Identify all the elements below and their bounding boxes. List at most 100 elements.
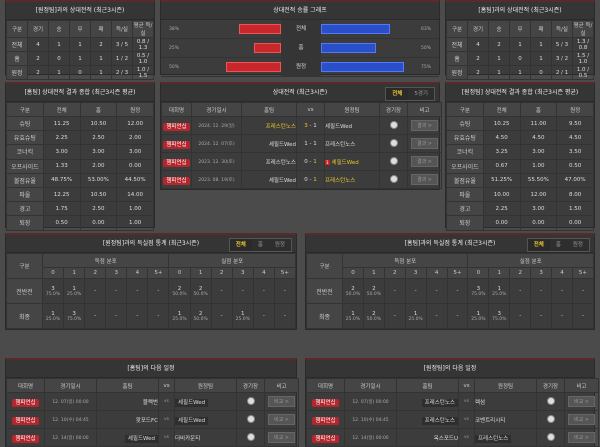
count: -	[456, 313, 459, 319]
column-header: vs	[158, 378, 175, 393]
away-team[interactable]: 더비카운티	[175, 435, 201, 442]
compare-button[interactable]: 비교 >	[268, 432, 295, 443]
home-team[interactable]: 블랙번	[142, 399, 158, 406]
away-team[interactable]: 프레스턴노스	[325, 177, 356, 184]
stadium-icon[interactable]	[246, 414, 255, 423]
away-team[interactable]: 렉섬	[475, 399, 486, 406]
schedule-row[interactable]: 챔피언십 12. 14(일) 00:00 셰필드Wed vs 더비카운티 비교 >	[6, 428, 299, 447]
schedule-row[interactable]: 챔피언십 12. 07(일) 00:00 블랙번 vs 셰필드Wed 비교 >	[6, 392, 299, 411]
goal-cell: 1 25.0%	[342, 303, 364, 329]
tab-option[interactable]: 홈	[555, 242, 561, 248]
cell-value: 2.00	[116, 130, 154, 146]
left-bar	[226, 62, 281, 72]
column-header: 경기장	[379, 102, 408, 117]
home-team[interactable]: 프레스턴노스	[241, 116, 297, 135]
stadium-icon[interactable]	[546, 414, 555, 423]
tab-option[interactable]: 5경기	[414, 91, 428, 97]
data-table: 구분 전체 홈 원정 슈팅 10.25 11.00 9.50 유효슈팅 4.50 4.50 4.50 코…	[446, 102, 594, 231]
result-button[interactable]: 결과 >	[411, 120, 438, 131]
tab-all[interactable]: 전체	[229, 239, 252, 251]
home-team[interactable]: 셰필드Wed	[241, 134, 297, 153]
stadium-icon[interactable]	[389, 120, 398, 129]
home-team[interactable]: 옥스포드U	[433, 435, 458, 442]
away-team[interactable]: 프레스턴노스	[325, 141, 356, 148]
cell-value: 2	[27, 65, 49, 80]
league-badge: 챔피언십	[12, 416, 39, 425]
league-cell: 챔피언십	[6, 428, 45, 447]
schedule-row[interactable]: 챔피언십 12. 07(일) 00:00 프레스턴노스 vs 렉섬 비교 >	[306, 392, 599, 411]
graph-row: 25% 홈 50%	[161, 38, 439, 58]
away-team[interactable]: 코벤트리시티	[475, 417, 506, 424]
cell-value: 1.75	[42, 201, 81, 217]
right-bar	[321, 43, 376, 53]
schedule-row[interactable]: 챔피언십 12. 14(일) 00:00 옥스포드U vs 프레스턴노스 비교 >	[306, 428, 599, 447]
goal-cell: -	[252, 278, 275, 304]
cell-value: 3 / 2	[551, 51, 573, 66]
goal-count-header: 5+	[571, 267, 595, 279]
cell-value: 1	[488, 65, 510, 80]
home-team[interactable]: 셰필드Wed	[241, 170, 297, 189]
tab-all[interactable]: 전체	[386, 88, 409, 100]
stadium-icon[interactable]	[546, 396, 555, 405]
goal-cell: -	[210, 303, 233, 329]
cell-value: 1.5 / 1.0	[572, 51, 594, 66]
away-team-cell: 1 셰필드Wed	[324, 152, 380, 171]
home-team[interactable]: 프레스턴노스	[421, 398, 458, 407]
tab-option[interactable]: 원정	[274, 242, 285, 248]
home-cell: 왓포드FC	[96, 410, 159, 429]
home-team[interactable]: 셰필드Wed	[124, 434, 158, 443]
tab-all[interactable]: 전체	[527, 239, 550, 251]
compare-button[interactable]: 비교 >	[568, 414, 595, 425]
compare-button[interactable]: 비교 >	[568, 396, 595, 407]
table-row: 전체 4 1 1 2 3 / 5 0.8 / 1.3	[6, 37, 154, 52]
goal-cell: 1 25.0%	[41, 303, 65, 329]
away-team[interactable]: 프레스턴노스	[475, 434, 512, 443]
away-team[interactable]: 셰필드Wed	[175, 416, 209, 425]
compare-button[interactable]: 비교 >	[268, 414, 295, 425]
match-row[interactable]: 챔피언십 2023. 12. 30(토) 프레스턴노스 0 - 1 1 셰필드Wed 결과 …	[161, 152, 442, 171]
home-team[interactable]: 왓포드FC	[135, 417, 158, 424]
result-button[interactable]: 결과 >	[411, 174, 438, 185]
away-team[interactable]: 셰필드Wed	[325, 123, 353, 130]
table-row: 전반전 2 50.0% 2 50.0% - - - -3 75.0% 1 25.0% - - - -	[306, 278, 595, 304]
next-schedule-left: [홈팀]의 다음 일정 대회명 경기일시 홈팀 vs 원정팀 경기장 비고 챔피언십 12. 07…	[5, 358, 299, 447]
tab-option[interactable]: 원정	[572, 242, 583, 248]
result-button[interactable]: 결과 >	[411, 138, 438, 149]
stadium-icon[interactable]	[246, 396, 255, 405]
cell-value: 2.50	[79, 130, 118, 146]
goal-cell: -	[530, 278, 553, 304]
schedule-row[interactable]: 챔피언십 12. 10(수) 04:45 왓포드FC vs 셰필드Wed 비교 >	[6, 410, 299, 429]
away-team[interactable]: 셰필드Wed	[175, 398, 209, 407]
stadium-icon[interactable]	[246, 432, 255, 441]
result-button[interactable]: 결과 >	[411, 156, 438, 167]
match-row[interactable]: 챔피언십 2024. 12. 07(토) 셰필드Wed 1 - 1 프레스턴노스 결과 >	[161, 134, 442, 153]
stadium-icon[interactable]	[389, 156, 398, 165]
away-team[interactable]: 셰필드Wed	[331, 159, 359, 166]
panel-title: 상대전적 승률 그래프	[161, 2, 439, 20]
match-row[interactable]: 챔피언십 2023. 08. 19(토) 셰필드Wed 0 - 1 프레스턴노스 결과 >	[161, 170, 442, 189]
panel-title: [홈팀]과의 상대전적 (최근3시즌)	[446, 2, 594, 20]
home-cell: 프레스턴노스	[396, 410, 459, 429]
goal-count-header: 1	[488, 267, 511, 279]
stadium-icon[interactable]	[546, 432, 555, 441]
tab-option[interactable]: 홈	[257, 242, 263, 248]
cell-value: 2.00	[79, 158, 118, 174]
row-label: 파울	[446, 186, 484, 203]
goal-cell: 1 25.0%	[404, 303, 427, 329]
header-row: 구분 경기 승 무 패 득/실 평균 득/실	[6, 20, 154, 38]
count: -	[94, 288, 97, 294]
stadium-icon[interactable]	[389, 174, 398, 183]
cell-value: 0.8 / 1.3	[132, 37, 154, 52]
percent: 25.0%	[408, 316, 423, 322]
left-bar-area	[201, 62, 281, 72]
goal-count-header: 1	[63, 267, 86, 279]
schedule-row[interactable]: 챔피언십 12. 10(수) 04:45 프레스턴노스 vs 코벤트리시티 비교 >	[306, 410, 599, 429]
match-row[interactable]: 챔피언십 2024. 12. 29(일) 프레스턴노스 3 - 1 셰필드Wed 결과 >	[161, 116, 442, 135]
goal-count-row: 0 1 2 3 4 5+ 0 1 2 3 4 5+	[7, 267, 297, 279]
compare-button[interactable]: 비교 >	[568, 432, 595, 443]
count: -	[561, 288, 564, 294]
home-team[interactable]: 프레스턴노스	[241, 152, 297, 171]
stadium-icon[interactable]	[389, 138, 398, 147]
home-team[interactable]: 프레스턴노스	[421, 416, 458, 425]
compare-button[interactable]: 비교 >	[268, 396, 295, 407]
